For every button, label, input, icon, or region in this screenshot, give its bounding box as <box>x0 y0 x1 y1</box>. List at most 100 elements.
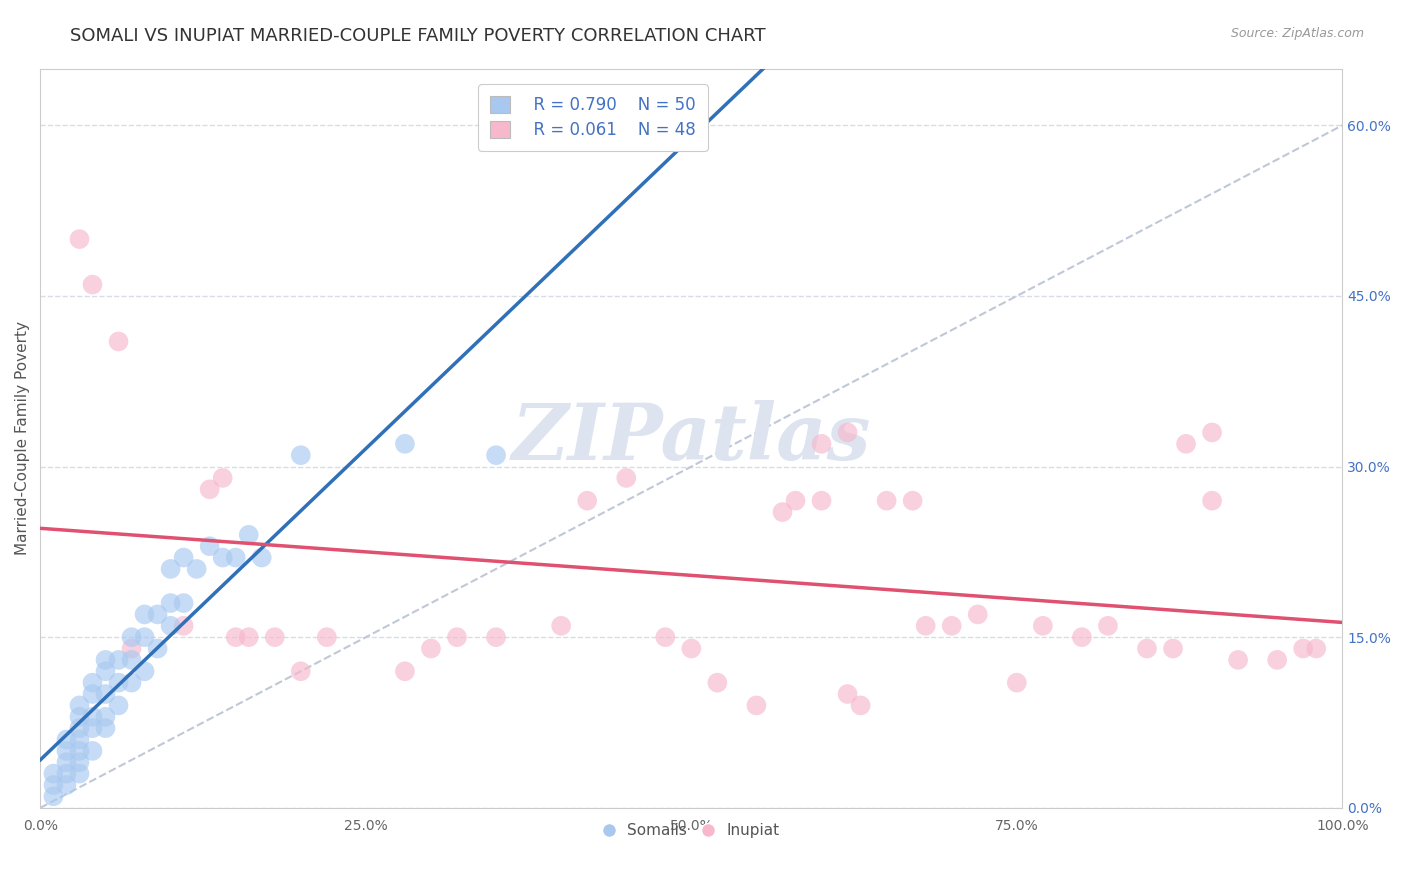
Point <box>849 698 872 713</box>
Point <box>82 721 104 735</box>
Point <box>785 493 807 508</box>
Text: SOMALI VS INUPIAT MARRIED-COUPLE FAMILY POVERTY CORRELATION CHART: SOMALI VS INUPIAT MARRIED-COUPLE FAMILY … <box>70 27 766 45</box>
Point <box>485 448 508 462</box>
Point <box>94 721 117 735</box>
Point <box>1292 641 1315 656</box>
Point <box>107 698 129 713</box>
Point <box>420 641 443 656</box>
Point <box>1175 437 1198 451</box>
Point <box>121 653 143 667</box>
Point <box>745 698 768 713</box>
Point <box>121 630 143 644</box>
Point <box>706 675 728 690</box>
Point <box>69 232 91 246</box>
Point <box>211 550 233 565</box>
Point <box>55 778 77 792</box>
Point <box>1070 630 1092 644</box>
Point <box>121 641 143 656</box>
Point <box>211 471 233 485</box>
Point <box>159 562 181 576</box>
Point <box>1305 641 1327 656</box>
Point <box>146 607 169 622</box>
Point <box>876 493 898 508</box>
Point <box>1136 641 1159 656</box>
Point <box>69 698 91 713</box>
Point <box>772 505 794 519</box>
Point <box>1005 675 1028 690</box>
Point <box>173 550 195 565</box>
Point <box>446 630 468 644</box>
Point <box>55 766 77 780</box>
Point <box>42 766 65 780</box>
Point <box>69 756 91 770</box>
Point <box>55 756 77 770</box>
Point <box>1201 493 1223 508</box>
Point <box>485 630 508 644</box>
Point <box>134 665 156 679</box>
Point <box>159 596 181 610</box>
Point <box>837 687 859 701</box>
Point <box>315 630 337 644</box>
Point <box>238 528 260 542</box>
Point <box>290 448 312 462</box>
Point <box>941 619 963 633</box>
Point <box>173 596 195 610</box>
Point <box>69 732 91 747</box>
Point <box>225 550 247 565</box>
Point <box>1227 653 1250 667</box>
Point <box>681 641 703 656</box>
Point <box>69 721 91 735</box>
Point <box>146 641 169 656</box>
Point <box>69 710 91 724</box>
Point <box>614 471 637 485</box>
Point <box>55 732 77 747</box>
Point <box>225 630 247 644</box>
Point <box>198 539 221 553</box>
Text: Source: ZipAtlas.com: Source: ZipAtlas.com <box>1230 27 1364 40</box>
Point <box>810 493 832 508</box>
Point <box>42 778 65 792</box>
Point <box>654 630 676 644</box>
Point <box>82 675 104 690</box>
Point <box>69 744 91 758</box>
Point <box>186 562 208 576</box>
Point <box>1201 425 1223 440</box>
Point <box>238 630 260 644</box>
Point <box>250 550 273 565</box>
Point <box>576 493 599 508</box>
Point <box>394 665 416 679</box>
Point <box>837 425 859 440</box>
Point <box>82 710 104 724</box>
Point <box>82 744 104 758</box>
Y-axis label: Married-Couple Family Poverty: Married-Couple Family Poverty <box>15 321 30 555</box>
Point <box>94 665 117 679</box>
Point <box>810 437 832 451</box>
Point <box>69 766 91 780</box>
Point <box>42 789 65 804</box>
Point <box>1265 653 1288 667</box>
Point <box>1161 641 1184 656</box>
Point <box>107 653 129 667</box>
Point <box>121 675 143 690</box>
Point <box>550 619 572 633</box>
Point <box>107 675 129 690</box>
Point <box>82 687 104 701</box>
Point <box>901 493 924 508</box>
Point <box>134 607 156 622</box>
Point <box>1097 619 1119 633</box>
Point <box>159 619 181 633</box>
Point <box>966 607 988 622</box>
Point <box>94 687 117 701</box>
Point <box>173 619 195 633</box>
Legend: Somalis, Inupiat: Somalis, Inupiat <box>596 817 786 845</box>
Point <box>134 630 156 644</box>
Point <box>198 483 221 497</box>
Point <box>107 334 129 349</box>
Point <box>290 665 312 679</box>
Point <box>394 437 416 451</box>
Point <box>94 710 117 724</box>
Point <box>55 744 77 758</box>
Point <box>1032 619 1054 633</box>
Point <box>914 619 936 633</box>
Point <box>94 653 117 667</box>
